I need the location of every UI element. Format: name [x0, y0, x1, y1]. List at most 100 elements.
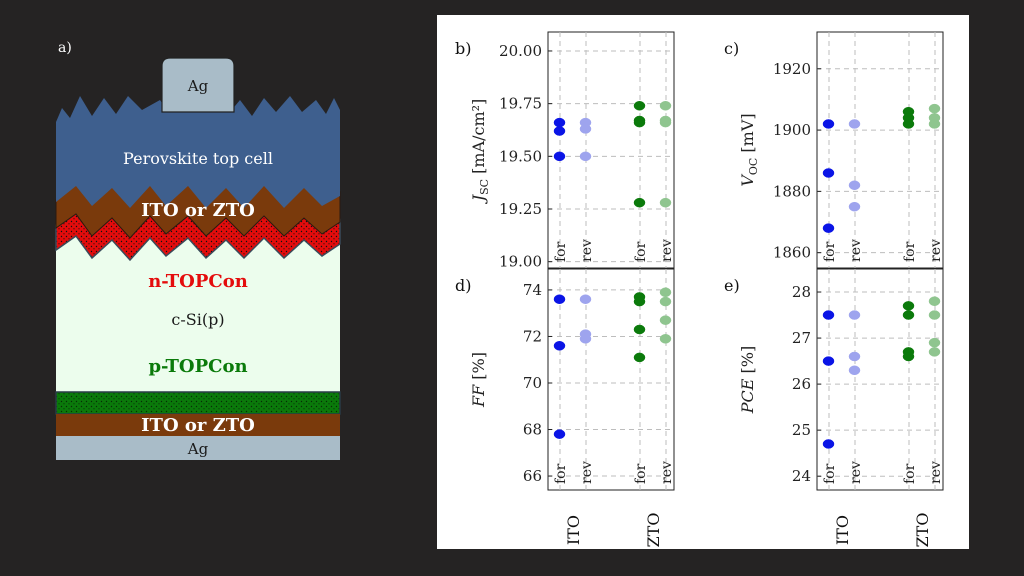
y-tick-label: 19.75	[499, 95, 542, 113]
data-point	[553, 117, 566, 128]
y-axis-label: JSC [mA/cm²]	[469, 99, 491, 205]
perovskite-layer	[56, 96, 340, 208]
y-axis-label: PCE [%]	[738, 346, 757, 414]
y-tick-label: 68	[523, 421, 542, 439]
plot-frame	[547, 268, 675, 491]
p-topcon-layer	[55, 391, 341, 415]
y-tick-label: 72	[523, 327, 542, 345]
y-tick-label: 24	[792, 467, 811, 485]
category-label: for	[633, 241, 649, 262]
category-label: rev	[928, 239, 944, 262]
y-tick-label: 1860	[773, 244, 811, 262]
data-point	[633, 352, 646, 363]
data-point	[928, 119, 941, 129]
category-label: for	[902, 241, 918, 262]
category-label: rev	[848, 461, 864, 484]
group-label: ITO	[564, 515, 583, 545]
data-point	[659, 334, 672, 344]
tco-bottom-label: ITO or ZTO	[141, 415, 255, 436]
n-topcon-label: n-TOPCon	[148, 271, 248, 292]
data-point	[822, 168, 835, 178]
stack-panel-label: a)	[58, 40, 72, 56]
p-topcon-label: p-TOPCon	[148, 356, 247, 377]
y-tick-label: 1900	[773, 121, 811, 139]
data-point	[822, 356, 835, 366]
plot-frame	[816, 268, 944, 491]
panel-label: c)	[724, 39, 739, 58]
data-point	[928, 337, 941, 348]
data-point	[553, 126, 566, 136]
tco-top-label: ITO or ZTO	[141, 200, 255, 221]
group-label: ZTO	[913, 513, 932, 548]
category-label: for	[633, 463, 649, 484]
silicon-wafer-layer	[56, 235, 340, 395]
category-label: rev	[579, 461, 595, 484]
category-label: for	[902, 463, 918, 484]
y-tick-label: 1880	[773, 182, 811, 200]
category-label: for	[822, 241, 838, 262]
category-label: rev	[659, 461, 675, 484]
data-point	[579, 334, 592, 344]
data-point	[633, 197, 646, 208]
data-point	[659, 101, 672, 111]
y-tick-label: 25	[792, 421, 811, 439]
y-tick-label: 26	[792, 375, 811, 393]
data-point	[633, 117, 646, 128]
tco-bottom-layer	[56, 414, 340, 436]
data-point	[579, 124, 592, 134]
data-point	[902, 351, 915, 362]
y-tick-label: 19.50	[499, 147, 542, 165]
device-stack-diagram: a) Ag Perovskite top cell ITO or ZTO n-T…	[55, 40, 341, 460]
data-point	[659, 296, 672, 307]
plot-frame	[547, 31, 675, 269]
y-tick-label: 70	[523, 374, 542, 392]
data-point	[579, 294, 592, 304]
data-point	[848, 310, 861, 320]
plot-frame	[816, 31, 944, 269]
y-tick-label: 74	[523, 281, 542, 299]
y-tick-label: 1920	[773, 60, 811, 78]
data-point	[848, 119, 861, 129]
plots-background	[437, 15, 969, 549]
data-point	[928, 103, 941, 114]
group-label: ITO	[833, 515, 852, 545]
y-tick-label: 20.00	[499, 42, 542, 60]
data-point	[659, 197, 672, 208]
category-label: for	[553, 463, 569, 484]
bottom-contact-label: Ag	[187, 440, 209, 458]
y-axis-label: FF [%]	[469, 352, 488, 408]
data-point	[553, 294, 566, 304]
category-label: for	[822, 463, 838, 484]
silicon-label: c-Si(p)	[171, 310, 224, 329]
y-tick-label: 28	[792, 283, 811, 301]
data-point	[822, 310, 835, 320]
data-point	[848, 365, 861, 376]
category-label: rev	[659, 239, 675, 262]
data-point	[633, 296, 646, 307]
data-point	[633, 324, 646, 335]
data-point	[822, 119, 835, 129]
data-point	[822, 439, 835, 449]
data-point	[902, 310, 915, 320]
data-point	[579, 151, 592, 162]
panel-label: e)	[724, 276, 740, 295]
data-point	[902, 119, 915, 129]
data-point	[553, 429, 566, 439]
perovskite-label: Perovskite top cell	[123, 149, 273, 168]
data-point	[902, 301, 915, 311]
data-point	[553, 341, 566, 351]
category-label: for	[553, 241, 569, 262]
data-point	[659, 287, 672, 298]
panel-label: b)	[455, 39, 471, 58]
data-point	[928, 310, 941, 320]
category-label: rev	[928, 461, 944, 484]
category-label: rev	[848, 239, 864, 262]
y-tick-label: 66	[523, 467, 542, 485]
panel-label: d)	[455, 276, 471, 295]
y-tick-label: 19.25	[499, 200, 542, 218]
data-point	[848, 201, 861, 212]
